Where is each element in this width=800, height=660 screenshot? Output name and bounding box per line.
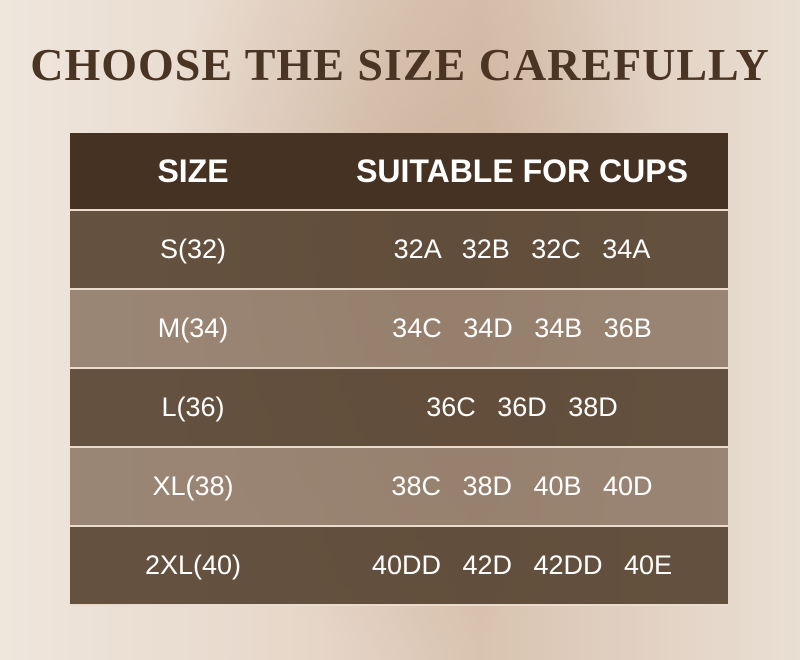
- header-cups: SUITABLE FOR CUPS: [356, 152, 688, 189]
- cups-cell: 34C 34D 34B 36B: [392, 313, 652, 343]
- size-cell: L(36): [161, 392, 225, 422]
- table-row: L(36) 36C 36D 38D: [70, 369, 728, 448]
- header-size: SIZE: [157, 152, 229, 189]
- page-title: CHOOSE THE SIZE CAREFULLY: [30, 39, 770, 90]
- table-row: XL(38) 38C 38D 40B 40D: [70, 448, 728, 527]
- table-row: S(32) 32A 32B 32C 34A: [70, 211, 728, 290]
- cups-cell: 38C 38D 40B 40D: [391, 471, 653, 501]
- size-cell: M(34): [157, 313, 229, 343]
- cups-cell: 32A 32B 32C 34A: [393, 234, 651, 264]
- size-cell: S(32): [159, 234, 227, 264]
- size-chart-table: SIZE SUITABLE FOR CUPS S(32) 32A 32B 32C…: [70, 133, 728, 606]
- table-row: 2XL(40) 40DD 42D 42DD 40E: [70, 527, 728, 606]
- cups-cell: 40DD 42D 42DD 40E: [371, 550, 673, 580]
- cups-cell: 36C 36D 38D: [426, 392, 618, 422]
- table-row: M(34) 34C 34D 34B 36B: [70, 290, 728, 369]
- table-header: SIZE SUITABLE FOR CUPS: [70, 133, 728, 211]
- size-cell: 2XL(40): [144, 550, 242, 580]
- size-cell: XL(38): [152, 471, 234, 501]
